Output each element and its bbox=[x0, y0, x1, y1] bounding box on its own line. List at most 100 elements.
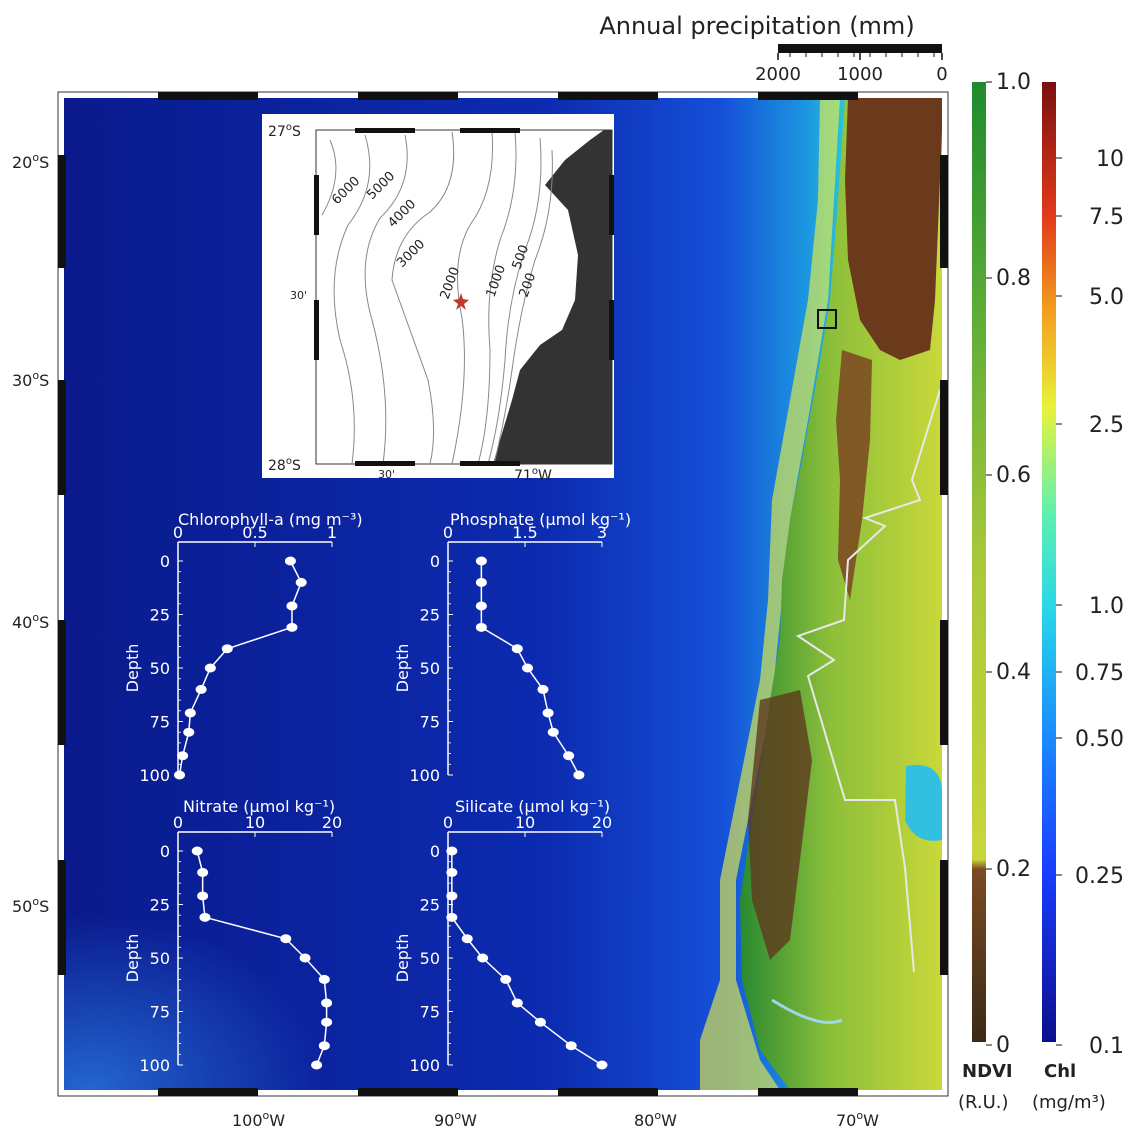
inset-contours bbox=[321, 131, 553, 465]
lon-label-80: 80oW bbox=[634, 1109, 677, 1130]
nitrate-y-label: Depth bbox=[123, 934, 142, 983]
profile-nitrate: 0 10 20 0 25 50 75 100 Nitrate (µmol kg⁻¹) Depth bbox=[123, 797, 342, 1075]
frame-tick-top bbox=[758, 92, 858, 100]
chlorophyll-y-tick-label: 50 bbox=[150, 659, 170, 678]
frame-tick-left bbox=[58, 620, 66, 745]
inset-frame-ticks bbox=[314, 128, 614, 466]
frame-tick-top bbox=[158, 92, 258, 100]
chl-ticks: 10 7.5 5.0 2.5 1.0 0.75 0.50 0.25 0.1 bbox=[1056, 147, 1124, 1059]
precipitation-scale-bar bbox=[778, 44, 942, 53]
chlorophyll-point bbox=[284, 556, 296, 566]
ndvi-title: NDVI bbox=[962, 1061, 1013, 1082]
chl-tick-label: 5.0 bbox=[1089, 285, 1124, 310]
map-frame bbox=[57, 91, 949, 1097]
ndvi-unit: (R.U.) bbox=[958, 1092, 1009, 1113]
ndvi-tick-label: 0 bbox=[996, 1033, 1010, 1058]
silicate-y-label: Depth bbox=[393, 934, 412, 983]
precipitation-ticks: 2000 1000 0 bbox=[755, 53, 948, 85]
chlorophyll-y-tick-label: 25 bbox=[150, 606, 170, 625]
precip-tick-label: 0 bbox=[936, 64, 947, 85]
chlorophyll-y-label: Depth bbox=[123, 644, 142, 693]
precipitation-scale: Annual precipitation (mm) 2000 1000 0 bbox=[599, 12, 947, 85]
inset-lon-mid: 30' bbox=[378, 468, 395, 481]
lon-label-70: 70oW bbox=[836, 1109, 879, 1130]
phosphate-point bbox=[475, 577, 487, 587]
phosphate-y-tick-label: 50 bbox=[420, 659, 440, 678]
phosphate-x-tick-label: 3 bbox=[597, 523, 607, 542]
chlorophyll-point bbox=[286, 622, 298, 632]
map-frame-ticks bbox=[58, 92, 948, 1096]
chlorophyll-title: Chlorophyll-a (mg m⁻³) bbox=[178, 510, 363, 529]
chlorophyll-point bbox=[183, 727, 195, 737]
phosphate-title: Phosphate (µmol kg⁻¹) bbox=[450, 510, 631, 529]
precipitation-title: Annual precipitation (mm) bbox=[599, 12, 914, 40]
chl-tick-label: 0.1 bbox=[1089, 1034, 1124, 1059]
frame-tick-bottom bbox=[758, 1088, 858, 1096]
coastal-upwelling-band bbox=[700, 98, 840, 1090]
ndvi-tick-label: 0.4 bbox=[996, 660, 1031, 685]
frame-tick-bottom bbox=[358, 1088, 458, 1096]
nitrate-x-tick-label: 0 bbox=[173, 813, 183, 832]
longitude-labels: 100oW 90oW 80oW 70oW bbox=[232, 1109, 879, 1130]
silicate-point bbox=[446, 846, 458, 856]
frame-tick-top bbox=[358, 92, 458, 100]
inset-lon-right: 71oW bbox=[514, 466, 552, 484]
phosphate-point bbox=[475, 556, 487, 566]
phosphate-y-tick-label: 25 bbox=[420, 606, 440, 625]
chl-colorbar bbox=[1042, 82, 1056, 1042]
silicate-point bbox=[461, 934, 473, 944]
silicate-point bbox=[500, 974, 512, 984]
nitrate-y-tick-label: 0 bbox=[160, 842, 170, 861]
profile-phosphate: 0 1.5 3 0 25 50 75 100 Phosphate (µmol kg⁻¹) Dept… bbox=[393, 510, 631, 785]
chlorophyll-y-tick-label: 75 bbox=[150, 713, 170, 732]
phosphate-point bbox=[511, 644, 523, 654]
color-scales: 1.0 0.8 0.6 0.4 0.2 0 10 7.5 5.0 2.5 1.0 0.75 0.50 0… bbox=[958, 70, 1124, 1113]
inset-lat-top: 27oS bbox=[268, 122, 301, 140]
latitude-labels: 20oS 30oS 40oS 50oS bbox=[12, 151, 49, 916]
phosphate-point bbox=[475, 601, 487, 611]
patagonian-lakes bbox=[905, 765, 942, 841]
nitrate-point bbox=[197, 891, 209, 901]
chl-title: Chl bbox=[1044, 1061, 1076, 1082]
inset-landmass bbox=[493, 130, 612, 464]
precip-tick-label: 1000 bbox=[837, 64, 883, 85]
frame-tick-top bbox=[558, 92, 658, 100]
ndvi-colorbar bbox=[972, 82, 986, 1042]
phosphate-x-tick-label: 0 bbox=[443, 523, 453, 542]
frame-tick-bottom bbox=[558, 1088, 658, 1096]
frame-tick-right bbox=[940, 620, 948, 745]
silicate-y-tick-label: 25 bbox=[420, 896, 440, 915]
silicate-point bbox=[534, 1017, 546, 1027]
phosphate-x-tick-label: 1.5 bbox=[512, 523, 537, 542]
chl-tick-label: 0.50 bbox=[1075, 727, 1124, 752]
silicate-point bbox=[565, 1041, 577, 1051]
nitrate-point bbox=[318, 1041, 330, 1051]
lon-label-100: 100oW bbox=[232, 1109, 285, 1130]
chlorophyll-point bbox=[204, 663, 216, 673]
silicate-point bbox=[446, 891, 458, 901]
chlorophyll-point bbox=[184, 708, 196, 718]
lat-label-30: 30oS bbox=[12, 369, 49, 390]
frame-tick-bottom bbox=[158, 1088, 258, 1096]
silicate-point bbox=[511, 998, 523, 1008]
silicate-y-tick-label: 75 bbox=[420, 1003, 440, 1022]
phosphate-y-label: Depth bbox=[393, 644, 412, 693]
precip-tick-label: 2000 bbox=[755, 64, 801, 85]
inset-lat-bottom: 28oS bbox=[268, 456, 301, 474]
ndvi-ticks: 1.0 0.8 0.6 0.4 0.2 0 bbox=[986, 70, 1031, 1058]
frame-tick-left bbox=[58, 380, 66, 495]
nitrate-point bbox=[191, 846, 203, 856]
silicate-title: Silicate (µmol kg⁻¹) bbox=[455, 797, 610, 816]
nitrate-y-tick-label: 75 bbox=[150, 1003, 170, 1022]
phosphate-y-tick-label: 75 bbox=[420, 713, 440, 732]
nitrate-y-tick-label: 50 bbox=[150, 949, 170, 968]
phosphate-point bbox=[522, 663, 534, 673]
nitrate-y-tick-label: 25 bbox=[150, 896, 170, 915]
chl-tick-label: 2.5 bbox=[1089, 413, 1124, 438]
nitrate-point bbox=[280, 934, 292, 944]
nitrate-y-tick-label: 100 bbox=[139, 1056, 170, 1075]
ndvi-tick-label: 0.8 bbox=[996, 266, 1031, 291]
nitrate-point bbox=[299, 953, 311, 963]
atacama-desert bbox=[845, 98, 942, 360]
